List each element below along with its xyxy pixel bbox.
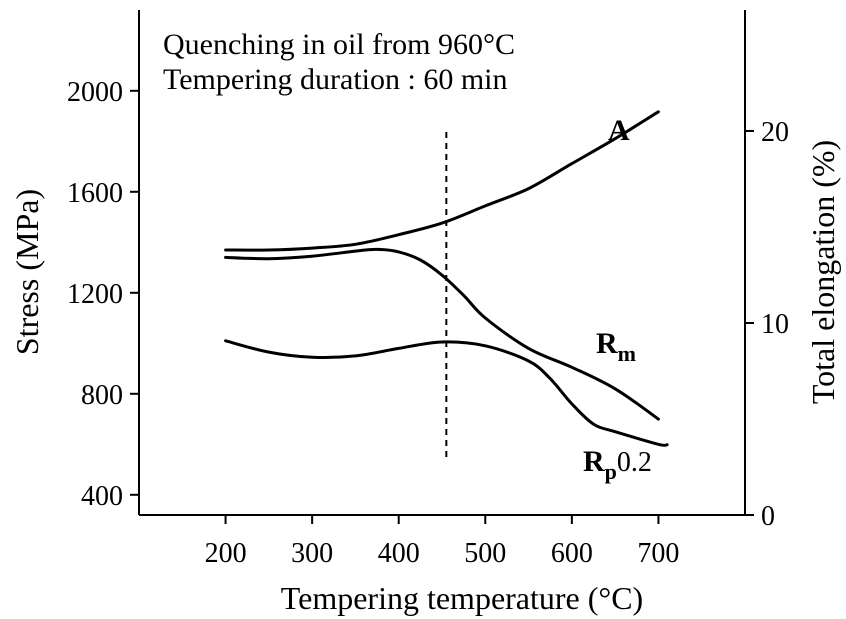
series-line-rm: [224, 247, 660, 421]
y-axis-label-right: Total elongation (%): [805, 140, 841, 404]
curves: A Rm Rp0.2: [224, 110, 669, 484]
annotation-line-1: Quenching in oil from 960°C: [163, 28, 515, 61]
y-right-tick-label: 10: [761, 309, 789, 340]
axes: [138, 10, 746, 516]
y-axis-label-left: Stress (MPa): [9, 189, 45, 355]
x-axis-label: Tempering temperature (°C): [281, 580, 643, 616]
y-left-tick-label: 1600: [67, 178, 123, 209]
y-left-tick-label: 800: [81, 380, 123, 411]
annotation-line-2: Tempering duration : 60 min: [163, 63, 508, 96]
y-right-tick-label: 0: [761, 501, 775, 532]
series-label-rp0-2: Rp0.2: [583, 445, 652, 484]
y-left-tick-label: 1200: [67, 279, 123, 310]
y-left-tick-label: 2000: [67, 77, 123, 108]
series-label-a: A: [608, 114, 630, 147]
x-tick-label: 500: [464, 538, 506, 569]
series-line-rp0-2: [224, 339, 669, 447]
x-tick-label: 200: [205, 538, 247, 569]
series-label-rm: Rm: [596, 327, 636, 366]
y-right-tick-label: 20: [761, 117, 789, 148]
series-line-a: [224, 110, 660, 252]
x-tick-label: 400: [378, 538, 420, 569]
ticks: 200 300 400 500 600 700 400 800 1200 1600 2000 0 10 2…: [67, 77, 789, 569]
x-tick-label: 700: [637, 538, 679, 569]
x-tick-label: 600: [551, 538, 593, 569]
y-left-tick-label: 400: [81, 481, 123, 512]
x-tick-label: 300: [291, 538, 333, 569]
